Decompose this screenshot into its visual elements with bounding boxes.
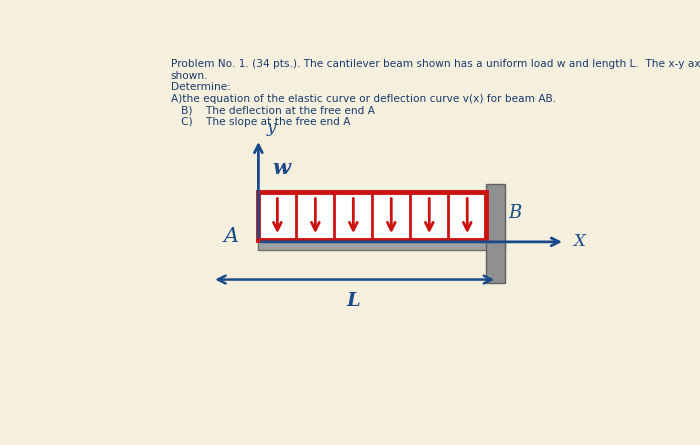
Bar [258, 192, 486, 240]
Text: w: w [272, 158, 290, 178]
Bar [258, 240, 505, 251]
Bar [486, 184, 505, 283]
Text: Problem No. 1. (34 pts.). The cantilever beam shown has a uniform load w and len: Problem No. 1. (34 pts.). The cantilever… [171, 59, 700, 69]
Text: A: A [224, 227, 239, 246]
Text: Determine:: Determine: [171, 82, 230, 92]
Text: y: y [267, 119, 276, 136]
Text: B)    The deflection at the free end A: B) The deflection at the free end A [171, 105, 374, 116]
Text: B: B [508, 204, 522, 222]
Text: A)the equation of the elastic curve or deflection curve v(x) for beam AB.: A)the equation of the elastic curve or d… [171, 94, 556, 104]
Text: shown.: shown. [171, 70, 208, 81]
Bar [258, 192, 486, 240]
Text: X: X [573, 233, 585, 251]
Text: L: L [346, 291, 360, 310]
Text: C)    The slope at the free end A: C) The slope at the free end A [171, 117, 350, 127]
